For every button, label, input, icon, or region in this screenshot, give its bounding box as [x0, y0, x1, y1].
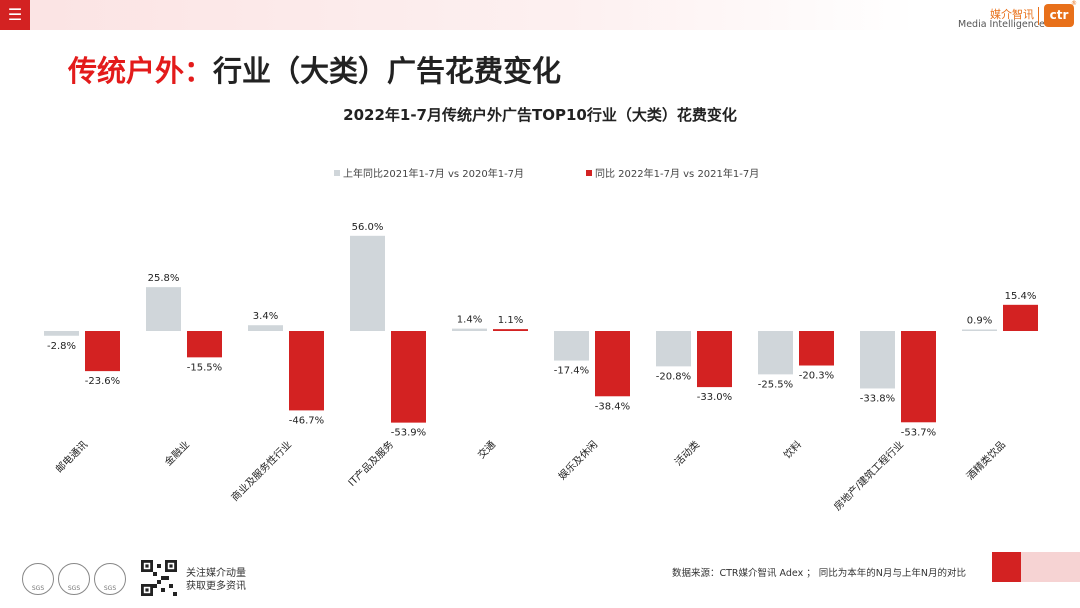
bar-prev-7 [758, 331, 793, 375]
page-title: 传统户外：行业（大类）广告花费变化 [68, 48, 561, 90]
bar-prev-6 [656, 331, 691, 367]
value-label-curr-9: 15.4% [1005, 291, 1037, 302]
value-label-curr-8: -53.7% [901, 427, 936, 438]
bar-prev-5 [554, 331, 589, 361]
value-label-curr-5: -38.4% [595, 401, 630, 412]
legend-swatch-1 [586, 170, 592, 176]
footer-accent-red [992, 552, 1021, 582]
brand-name-cn: 媒介智讯 [990, 8, 1034, 21]
bar-curr-6 [697, 331, 732, 388]
menu-button[interactable]: ☰ [0, 0, 30, 30]
category-label-0: 邮电通讯 [53, 438, 90, 475]
qr-code-icon [141, 560, 177, 596]
value-label-prev-5: -17.4% [554, 366, 589, 377]
follow-line-1: 关注媒介动量 [186, 568, 246, 579]
bar-prev-9 [962, 329, 997, 331]
value-label-curr-4: 1.1% [498, 315, 523, 326]
top-banner [0, 0, 1080, 30]
bar-curr-2 [289, 331, 324, 411]
bar-curr-5 [595, 331, 630, 397]
chart-category-labels: 邮电通讯 金融业 商业及服务性行业 IT产品及服务 交通 娱乐及休闲 活动类 饮料 房地产/建筑… [53, 438, 1008, 513]
certification-badges: SGS SGS SGS [22, 563, 126, 595]
chart-legend: 上年同比2021年1-7月 vs 2020年1-7月 同比 2022年1-7月 v… [334, 167, 759, 180]
value-label-curr-1: -15.5% [187, 362, 222, 373]
bar-prev-0 [44, 331, 79, 336]
legend-label-0: 上年同比2021年1-7月 vs 2020年1-7月 [343, 167, 524, 180]
chart-bars [44, 235, 1038, 423]
bar-prev-3 [350, 235, 385, 331]
bar-prev-8 [860, 331, 895, 389]
category-label-8: 房地产/建筑工程行业 [831, 438, 906, 513]
bar-curr-9 [1003, 304, 1038, 331]
page-title-highlight: 传统户外： [68, 54, 214, 88]
category-label-3: IT产品及服务 [345, 438, 396, 489]
bar-prev-1 [146, 287, 181, 331]
value-label-curr-6: -33.0% [697, 392, 732, 403]
page-title-main: 行业（大类）广告花费变化 [213, 54, 562, 88]
brand-name-en: Media Intelligence [958, 19, 1045, 30]
follow-line-2: 获取更多资讯 [186, 581, 246, 592]
value-label-curr-3: -53.9% [391, 428, 426, 439]
value-label-curr-0: -23.6% [85, 376, 120, 387]
data-source-note: 数据来源：CTR媒介智讯 Adex ； 同比为本年的N月与上年N月的对比 [672, 568, 966, 579]
category-label-9: 酒精类饮品 [964, 438, 1009, 483]
value-label-prev-3: 56.0% [352, 222, 384, 233]
category-label-6: 活动类 [672, 438, 702, 468]
category-label-5: 娱乐及休闲 [556, 438, 601, 483]
bar-curr-3 [391, 331, 426, 423]
category-label-1: 金融业 [162, 438, 192, 468]
legend-swatch-0 [334, 170, 340, 176]
value-label-curr-7: -20.3% [799, 371, 834, 382]
sgs-badge-icon: SGS [94, 563, 126, 595]
bar-curr-4 [493, 329, 528, 331]
value-label-prev-9: 0.9% [967, 315, 992, 326]
bar-curr-8 [901, 331, 936, 423]
bar-prev-4 [452, 328, 487, 331]
value-label-prev-0: -2.8% [47, 341, 76, 352]
logo-trademark: ® [1071, 0, 1077, 7]
value-label-curr-2: -46.7% [289, 415, 324, 426]
ctr-logo: ctr [1044, 4, 1074, 27]
sgs-badge-icon: SGS [22, 563, 54, 595]
bar-curr-0 [85, 331, 120, 372]
value-label-prev-1: 25.8% [148, 273, 180, 284]
value-label-prev-8: -33.8% [860, 393, 895, 404]
footer-accent-pink [1021, 552, 1080, 582]
bar-chart: 上年同比2021年1-7月 vs 2020年1-7月 同比 2022年1-7月 v… [44, 167, 1038, 513]
brand-divider [1038, 7, 1039, 25]
value-label-prev-7: -25.5% [758, 379, 793, 390]
value-label-prev-6: -20.8% [656, 371, 691, 382]
legend-label-1: 同比 2022年1-7月 vs 2021年1-7月 [595, 167, 759, 180]
follow-text: 关注媒介动量 获取更多资讯 [186, 567, 246, 593]
chart-title: 2022年1-7月传统户外广告TOP10行业（大类）花费变化 [343, 106, 737, 124]
chart-value-labels: -2.8% -23.6% 25.8% -15.5% 3.4% -46.7% 56.0% -53… [47, 222, 1036, 439]
value-label-prev-4: 1.4% [457, 315, 482, 326]
value-label-prev-2: 3.4% [253, 311, 278, 322]
sgs-badge-icon: SGS [58, 563, 90, 595]
bar-prev-2 [248, 325, 283, 331]
menu-icon: ☰ [7, 5, 23, 24]
category-label-4: 交通 [475, 438, 498, 461]
bar-curr-1 [187, 331, 222, 358]
category-label-2: 商业及服务性行业 [228, 438, 294, 504]
bar-curr-7 [799, 331, 834, 366]
category-label-7: 饮料 [781, 438, 804, 461]
